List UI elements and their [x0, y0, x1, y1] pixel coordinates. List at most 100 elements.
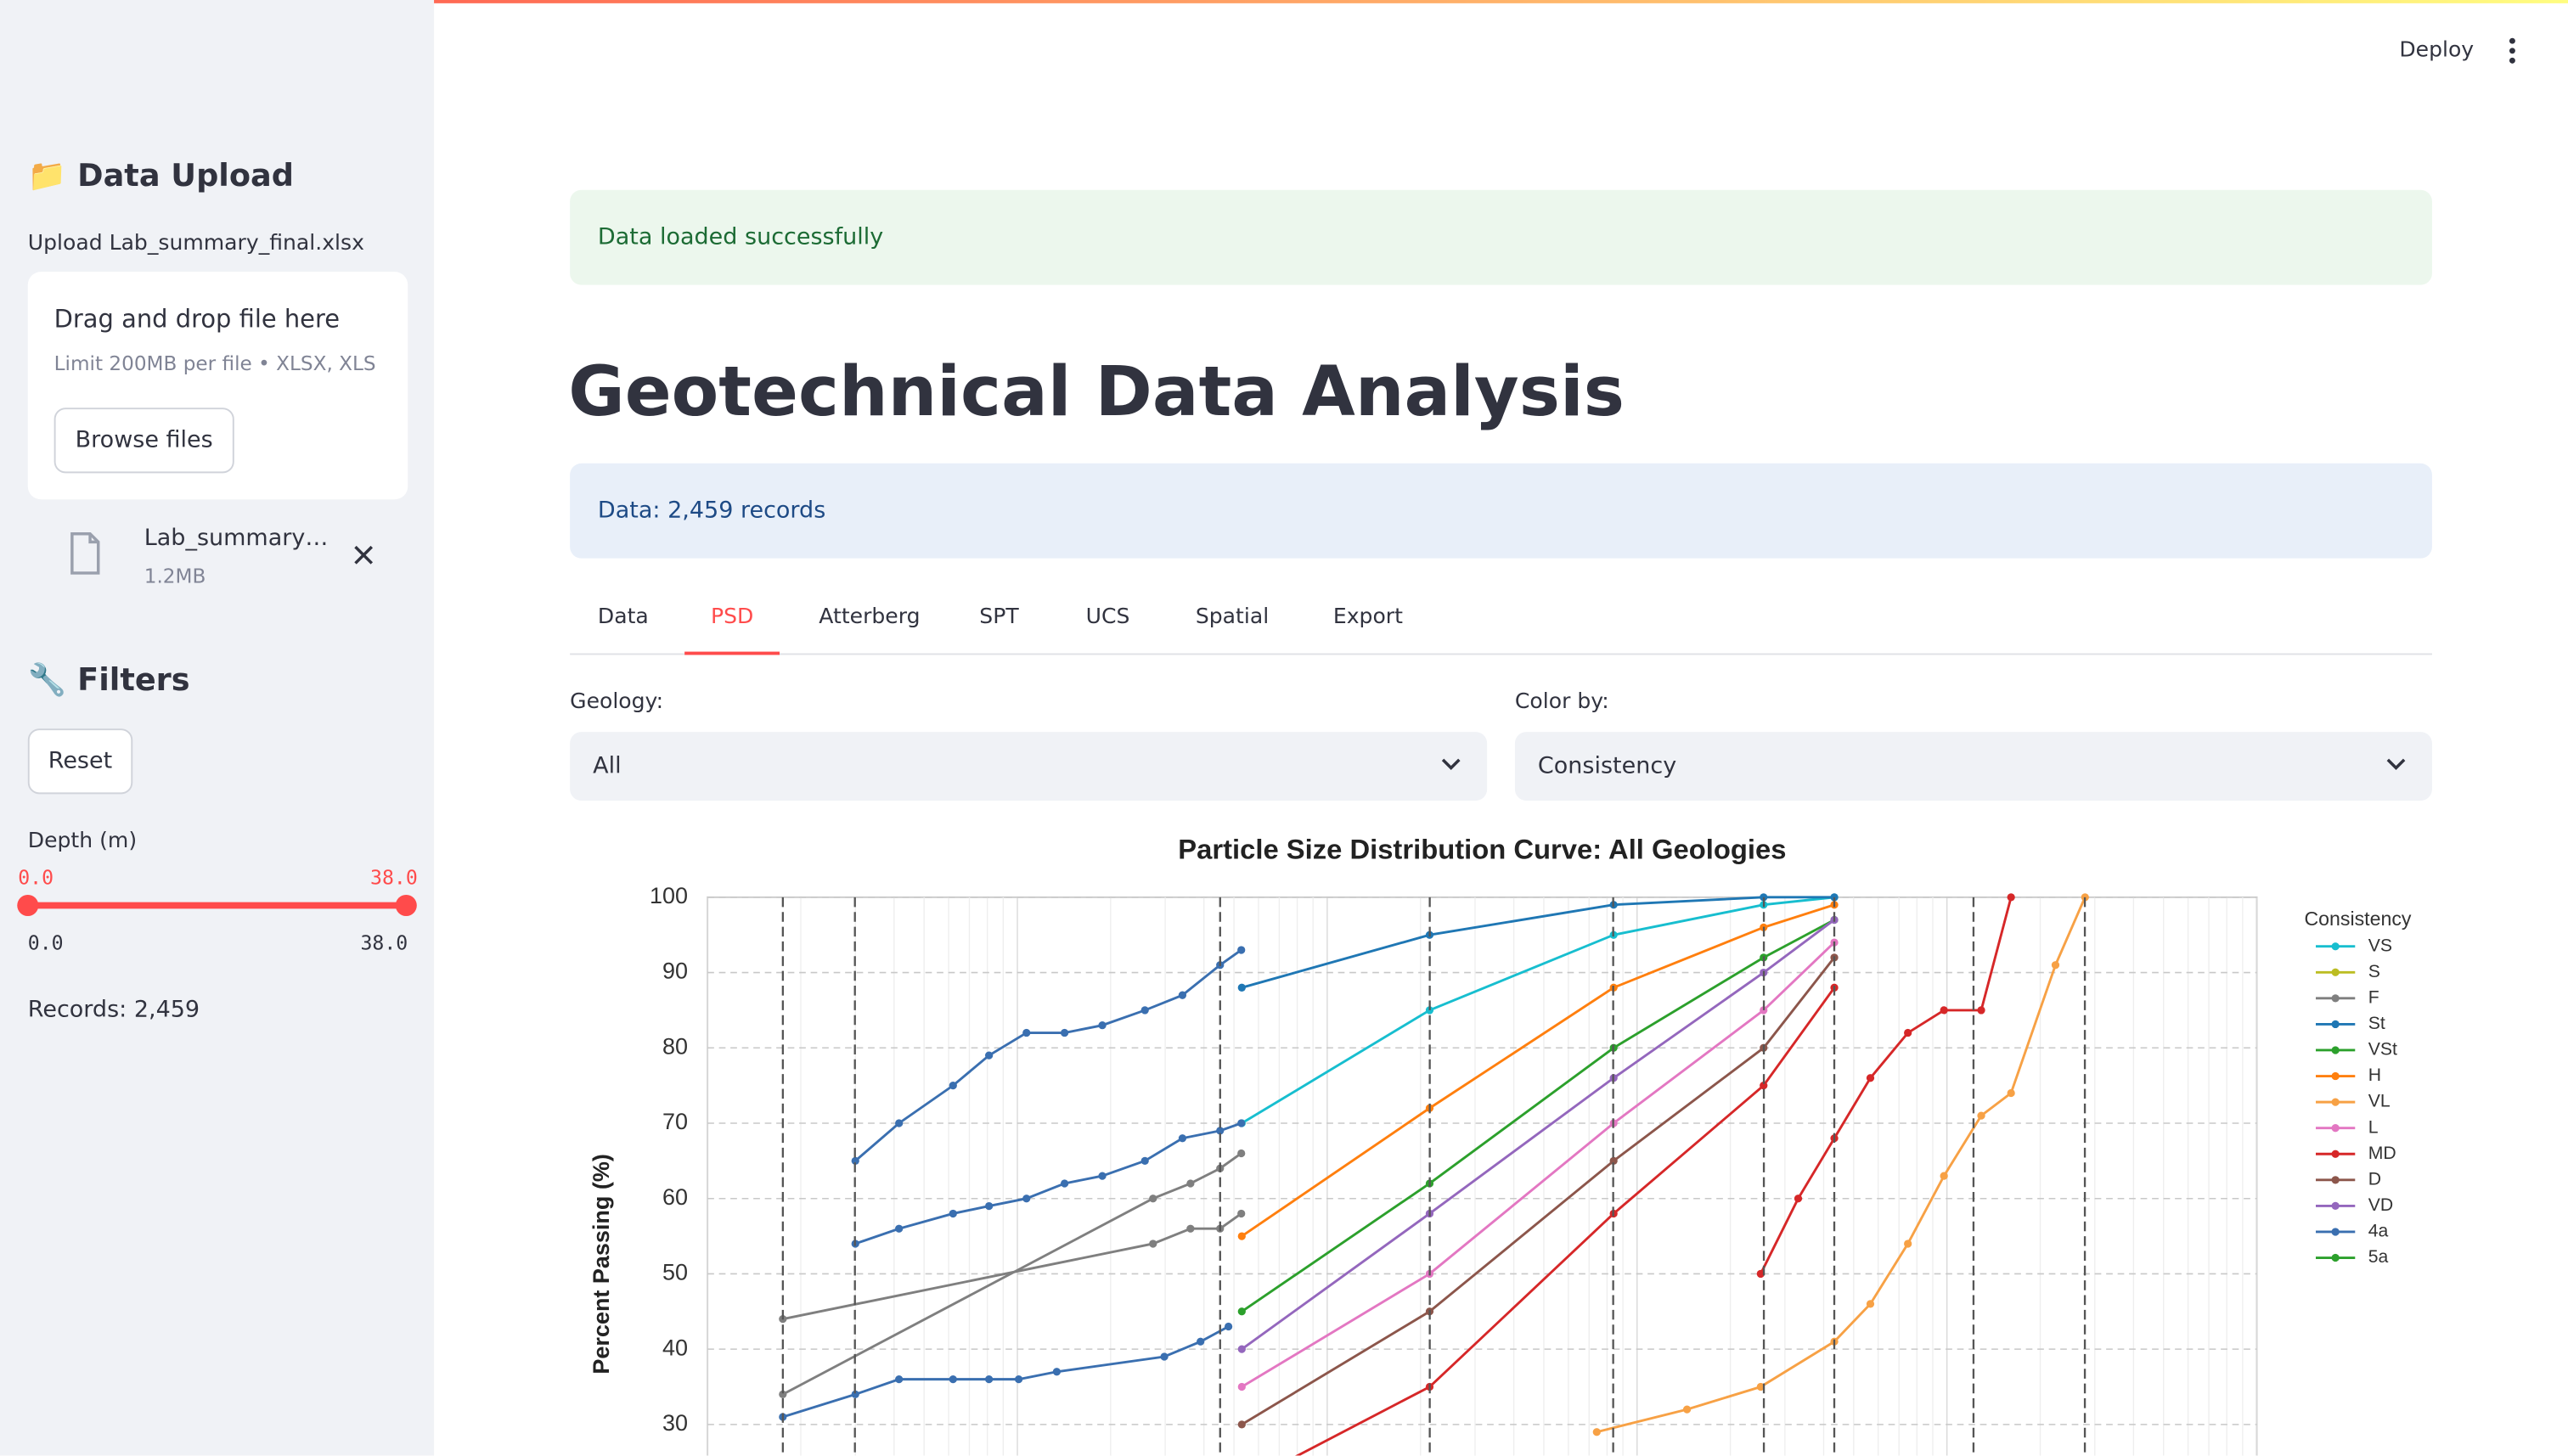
point: [1197, 1337, 1205, 1346]
legend-label: VL: [2368, 1092, 2391, 1111]
point: [1060, 1028, 1069, 1037]
page-title: Geotechnical Data Analysis: [568, 351, 1625, 432]
point: [2051, 961, 2060, 970]
slider-max: 38.0: [360, 931, 408, 955]
depth-label: Depth (m): [27, 829, 138, 854]
remove-file-button[interactable]: [352, 543, 375, 566]
point: [1904, 1028, 1912, 1037]
filters-heading: 🔧 Filters: [27, 662, 190, 699]
sieve-lines: [781, 897, 2086, 1456]
geology-select[interactable]: [570, 732, 1488, 801]
legend-marker: [2331, 1228, 2340, 1236]
dropzone-hint: Limit 200MB per file • XLSX, XLS: [54, 351, 376, 375]
point: [2081, 893, 2089, 902]
y-tick-label: 90: [662, 958, 688, 984]
point: [1609, 1156, 1618, 1165]
tab[interactable]: Atterberg: [819, 604, 921, 630]
point: [1904, 1240, 1912, 1248]
point: [985, 1051, 994, 1060]
point: [1237, 1382, 1246, 1391]
point: [1237, 1232, 1246, 1240]
point: [1237, 1209, 1246, 1218]
point: [895, 1119, 904, 1127]
y-tick-label: 50: [662, 1260, 688, 1285]
point: [1940, 1006, 1948, 1015]
legend-marker: [2331, 1176, 2340, 1184]
tab-highlight: [684, 651, 780, 655]
chevron: [1441, 758, 1461, 770]
legend-label: VSt: [2368, 1040, 2397, 1060]
depth-slider[interactable]: [13, 892, 422, 919]
legend-label: 5a: [2368, 1247, 2389, 1267]
legend-label: D: [2368, 1169, 2381, 1189]
legend-label: L: [2368, 1117, 2379, 1137]
point: [1224, 1322, 1233, 1331]
upload-label: Upload Lab_summary_final.xlsx: [27, 231, 364, 256]
point: [1160, 1352, 1169, 1361]
info-alert: [570, 463, 2432, 559]
point: [1014, 1374, 1023, 1384]
point: [1052, 1368, 1062, 1376]
point: [1237, 1149, 1246, 1158]
color-select[interactable]: [1514, 732, 2432, 801]
point: [949, 1082, 957, 1090]
point: [1756, 1269, 1765, 1279]
legend-marker: [2331, 1071, 2340, 1081]
chart-title: Particle Size Distribution Curve: All Ge…: [1178, 834, 1786, 865]
y-tick-label: 40: [662, 1335, 688, 1360]
point: [1140, 1156, 1149, 1165]
info-text: Data: 2,459 records: [597, 498, 826, 525]
file-icon: [70, 531, 100, 575]
point: [1022, 1195, 1031, 1203]
legend-marker: [2331, 994, 2340, 1003]
point: [2007, 1088, 2015, 1098]
point: [1237, 983, 1246, 992]
browse-button[interactable]: Browse files: [54, 408, 234, 474]
legend-label: F: [2368, 987, 2379, 1007]
slider-handle[interactable]: [395, 894, 417, 917]
point: [1830, 893, 1839, 902]
slider-low-value: 0.0: [18, 866, 54, 890]
point: [1149, 1195, 1157, 1203]
tab[interactable]: Data: [597, 604, 649, 630]
y-tick-label: 80: [662, 1033, 688, 1059]
file-size: 1.2MB: [144, 565, 206, 588]
point: [1977, 1111, 1985, 1120]
legend-marker: [2331, 1020, 2340, 1029]
legend-title: Consistency: [2304, 908, 2411, 930]
point: [1237, 1345, 1246, 1353]
point: [1060, 1179, 1069, 1188]
legend-marker: [2331, 1201, 2340, 1211]
file-name: Lab_summary…: [144, 526, 329, 552]
upload-heading: 📁 Data Upload: [27, 158, 294, 194]
slider-handle[interactable]: [17, 894, 39, 917]
tab[interactable]: SPT: [979, 604, 1019, 630]
y-tick-label: 60: [662, 1184, 688, 1210]
point: [1237, 946, 1246, 954]
legend-marker: [2331, 942, 2340, 951]
tab[interactable]: UCS: [1085, 604, 1130, 630]
legend-marker: [2331, 968, 2340, 976]
series-line: [1760, 897, 2013, 1275]
legend-label: St: [2368, 1014, 2385, 1033]
point: [1592, 1428, 1601, 1436]
point: [1866, 1300, 1875, 1308]
point: [1940, 1172, 1948, 1180]
y-axis-label: Percent Passing (%): [588, 1154, 614, 1374]
tab[interactable]: Export: [1332, 604, 1403, 630]
point: [1794, 1195, 1803, 1203]
menu-button[interactable]: [2504, 36, 2520, 65]
legend-marker: [2331, 1150, 2340, 1158]
legend-label: 4a: [2368, 1222, 2389, 1241]
legend-label: S: [2368, 962, 2380, 981]
reset-button[interactable]: Reset: [27, 728, 133, 795]
point: [1186, 1224, 1195, 1233]
point: [1098, 1172, 1107, 1180]
tab[interactable]: Spatial: [1195, 604, 1270, 630]
tab[interactable]: PSD: [710, 604, 754, 630]
point: [1178, 1134, 1187, 1143]
deploy-button[interactable]: Deploy: [2399, 38, 2475, 64]
legend-label: VS: [2368, 936, 2392, 955]
